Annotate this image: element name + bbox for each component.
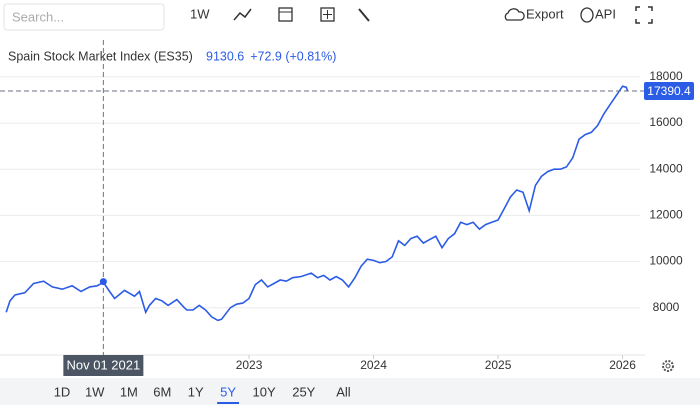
add-icon[interactable] — [320, 7, 335, 22]
crosshair-date: Nov 01 2021 — [66, 357, 140, 372]
search-box[interactable] — [3, 3, 165, 31]
export-icon[interactable] — [504, 8, 525, 21]
y-tick-label: 14000 — [649, 161, 683, 175]
last-value-box — [644, 81, 694, 100]
export-button[interactable]: Export — [526, 6, 564, 21]
calendar-icon[interactable] — [278, 7, 293, 22]
fullscreen-icon[interactable] — [635, 6, 653, 24]
range-button[interactable]: 6M — [153, 384, 171, 399]
x-tick-label: 2025 — [485, 358, 512, 372]
y-tick-label: 16000 — [649, 115, 683, 129]
crosshair-change: +72.9 (+0.81%) — [250, 49, 336, 63]
chart-type-icon[interactable] — [233, 8, 252, 21]
series-title: Spain Stock Market Index (ES35) — [8, 49, 193, 63]
crosshair-marker — [99, 278, 107, 286]
range-button[interactable]: 1M — [120, 384, 138, 399]
period-button[interactable]: 1W — [190, 6, 210, 21]
y-tick-label: 8000 — [653, 300, 680, 314]
range-button[interactable]: 25Y — [292, 384, 315, 399]
range-button[interactable]: 1W — [85, 384, 105, 399]
api-button[interactable]: API — [595, 6, 616, 21]
crosshair-date-box — [63, 355, 144, 376]
range-bar — [0, 378, 700, 405]
y-tick-label: 12000 — [649, 208, 683, 222]
range-button[interactable]: 5Y — [220, 384, 236, 399]
tools-icon[interactable] — [358, 8, 370, 22]
price-line — [5, 85, 629, 322]
range-button[interactable]: 1Y — [188, 384, 204, 399]
search-placeholder: Search... — [12, 9, 64, 24]
y-tick-label: 18000 — [649, 69, 683, 83]
range-button[interactable]: 1D — [54, 384, 71, 399]
y-tick-label: 10000 — [649, 254, 683, 268]
last-value-label: 17390.4 — [647, 84, 691, 98]
range-button[interactable]: 10Y — [253, 384, 276, 399]
crosshair-value: 9130.6 — [206, 49, 244, 63]
x-tick-label: 2024 — [360, 358, 387, 372]
x-tick-label: 2026 — [609, 358, 636, 372]
settings-icon[interactable] — [662, 360, 674, 372]
api-icon[interactable] — [580, 7, 594, 23]
range-button[interactable]: All — [336, 384, 351, 399]
x-tick-label: 2023 — [236, 358, 263, 372]
